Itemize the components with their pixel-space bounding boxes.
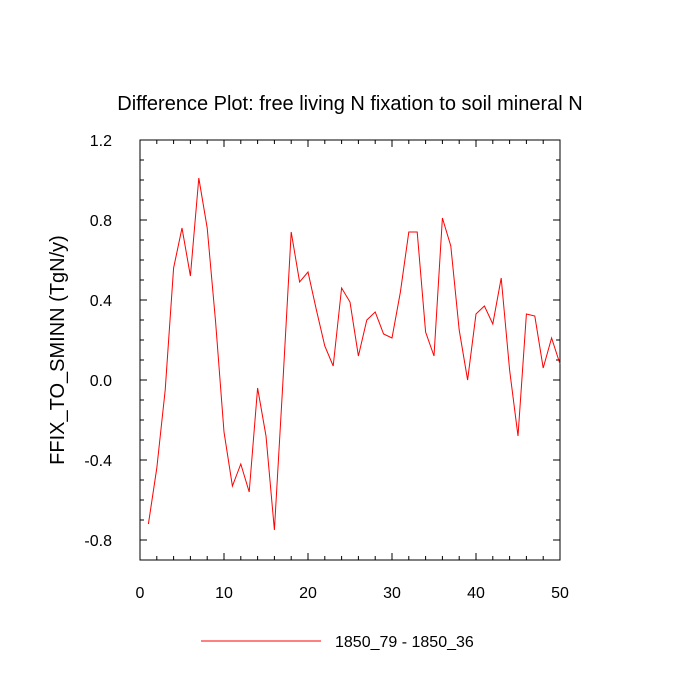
plot-area	[139, 139, 561, 561]
plot-frame	[139, 139, 561, 561]
legend: 1850_79 - 1850_36	[201, 634, 474, 651]
x-tick-label: 0	[136, 585, 145, 602]
y-tick-label: 0.4	[90, 293, 112, 310]
x-tick-label: 50	[551, 585, 569, 602]
y-axis-label: FFIX_TO_SMINN (TgN/y)	[47, 235, 69, 465]
y-tick-label: 1.2	[90, 133, 112, 150]
series-line	[147, 177, 561, 531]
chart-title: Difference Plot: free living N fixation …	[117, 93, 582, 115]
x-tick-label: 30	[383, 585, 401, 602]
x-tick-label: 40	[467, 585, 485, 602]
series-layer	[147, 177, 561, 531]
legend-label: 1850_79 - 1850_36	[335, 634, 474, 651]
x-tick-label: 10	[215, 585, 233, 602]
y-tick-label: -0.4	[84, 453, 112, 470]
x-tick-label: 20	[299, 585, 317, 602]
y-tick-label: -0.8	[84, 533, 112, 550]
y-tick-label: 0.8	[90, 213, 112, 230]
y-tick-label: 0.0	[90, 373, 112, 390]
axis-tick-labels: 0 10 20 30 40 50 -0.8 -0.4 0.0 0.4 0.8 1.2	[84, 133, 569, 602]
axis-ticks	[139, 139, 561, 561]
